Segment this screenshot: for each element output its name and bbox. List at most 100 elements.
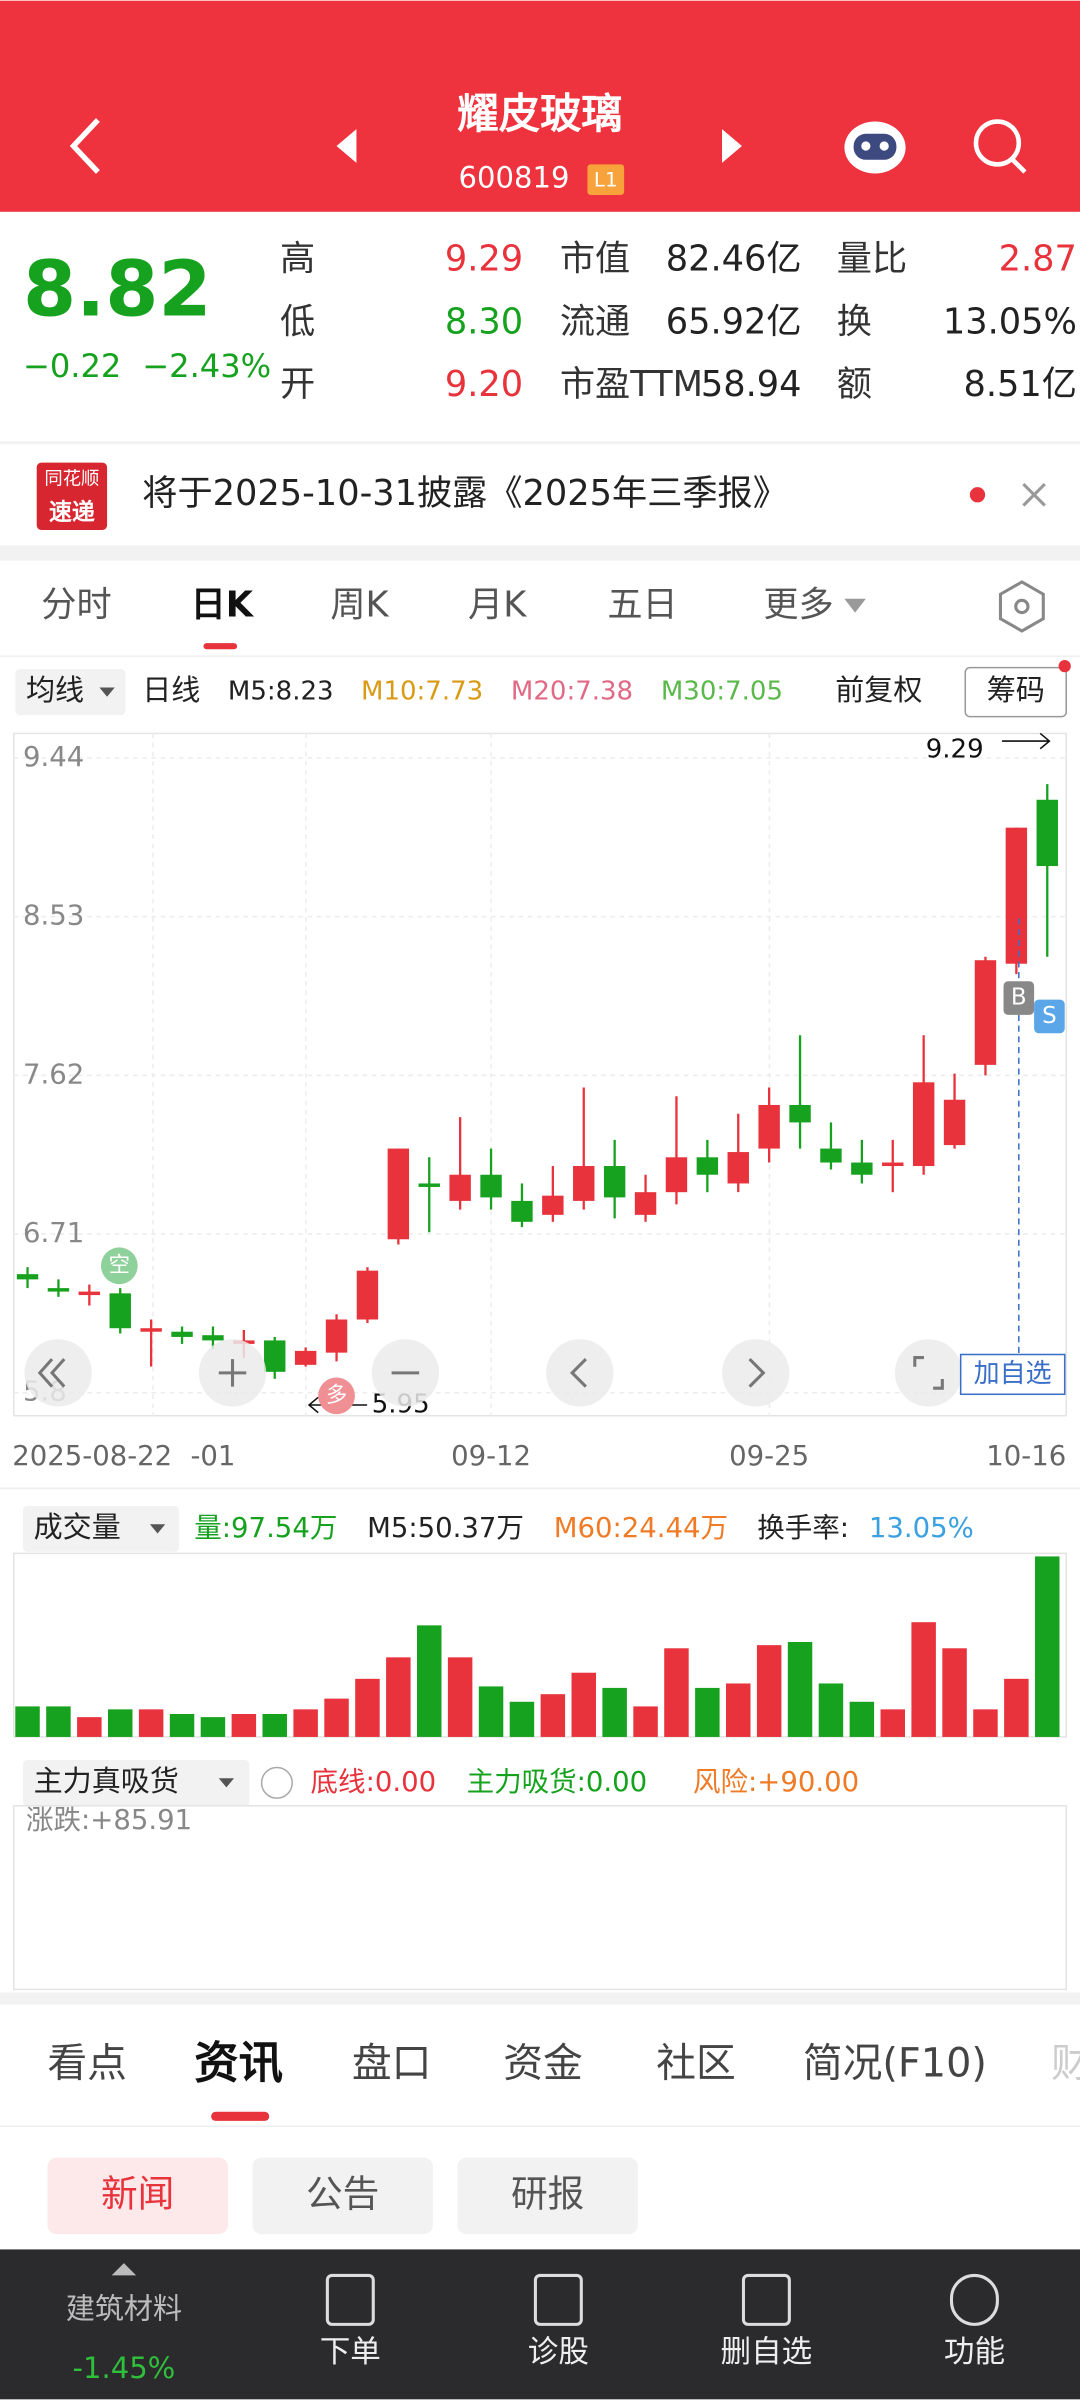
volume-selector[interactable]: 成交量	[34, 1510, 121, 1544]
info-tab[interactable]: 盘口	[352, 2040, 432, 2086]
settings-icon[interactable]	[998, 580, 1045, 633]
sub-tab[interactable]: 研报	[511, 2172, 584, 2215]
watch-bg[interactable]	[959, 1353, 1066, 1396]
item-icon[interactable]	[741, 2273, 791, 2326]
stat-value: 8.30	[445, 301, 523, 342]
stat-value: 65.92亿	[666, 301, 802, 342]
nav-button[interactable]	[722, 1339, 790, 1407]
dot	[1058, 660, 1071, 673]
candle-body	[665, 1157, 688, 1193]
info-tab[interactable]: 社区	[656, 2040, 736, 2086]
selector-bg[interactable]	[15, 669, 126, 716]
info-tab[interactable]: 资金	[503, 2040, 583, 2086]
bottom-item[interactable]: 删自选	[721, 2335, 813, 2370]
adjust[interactable]: 前复权	[835, 673, 922, 707]
volume-bar	[138, 1709, 164, 1737]
bottom-item[interactable]: 功能	[944, 2335, 1005, 2370]
bottom-item[interactable]: 下单	[320, 2335, 381, 2370]
close-notice[interactable]	[1022, 482, 1046, 507]
prev-stock[interactable]	[336, 129, 357, 163]
badge-bg	[587, 164, 625, 195]
candle-body	[1036, 799, 1058, 867]
selector-bg[interactable]	[22, 1505, 179, 1552]
volume-bar	[1004, 1678, 1029, 1737]
chart-tab[interactable]: 分时	[41, 584, 111, 625]
volume-bar	[756, 1645, 782, 1737]
help-icon[interactable]	[260, 1766, 293, 1799]
volume-bar	[509, 1701, 535, 1737]
stat-value: 2.87	[999, 239, 1077, 280]
info-tabs: 看点 资讯 盘口 资金 社区 简况(F10) 财	[47, 2038, 1080, 2089]
info-tab[interactable]: 资讯	[194, 2038, 283, 2089]
candle-body	[727, 1152, 749, 1184]
next-stock[interactable]	[722, 129, 742, 163]
candle-body	[47, 1288, 70, 1292]
candle-body	[820, 1148, 842, 1163]
dropdown-arrow	[149, 1524, 166, 1534]
item-icon[interactable]	[533, 2273, 583, 2326]
nav-button[interactable]	[546, 1339, 614, 1407]
chart-tab[interactable]: 五日	[607, 584, 677, 625]
candle-body	[294, 1350, 317, 1365]
change-pct: −2.43%	[142, 347, 271, 385]
candle-body	[78, 1291, 101, 1296]
stat-label: 市值	[560, 239, 630, 280]
y-tick-label: 6.71	[23, 1217, 84, 1249]
volume-bar	[633, 1706, 658, 1737]
indicator-selector[interactable]: 主力真吸货	[34, 1764, 179, 1798]
volume-bar	[15, 1706, 40, 1737]
header-bg	[0, 0, 1080, 212]
volume-frame	[13, 1552, 1067, 1738]
item-icon[interactable]	[949, 2273, 999, 2326]
sub-tab-bg[interactable]	[457, 2157, 638, 2235]
nav-button[interactable]	[894, 1339, 963, 1407]
candle-body	[140, 1328, 162, 1332]
sub-tab-bg[interactable]	[47, 2157, 228, 2235]
volume-bar	[973, 1709, 998, 1737]
turnover-label: 换手率:	[757, 1512, 849, 1544]
tab-indicator	[211, 2111, 270, 2121]
sub-tab-bg[interactable]	[252, 2157, 433, 2235]
volume-bar	[726, 1683, 751, 1737]
sector[interactable]: 建筑材料	[66, 2292, 182, 2326]
nav-button[interactable]	[24, 1339, 92, 1407]
volume-bar	[478, 1686, 504, 1737]
sub-tab[interactable]: 新闻	[101, 2172, 174, 2215]
chart-tab[interactable]: 周K	[330, 584, 389, 625]
stock-code: 600819	[459, 161, 570, 195]
x-tick-label: 09-25	[729, 1440, 809, 1472]
sub-tab[interactable]: 公告	[306, 2172, 379, 2215]
volume-bar	[602, 1687, 627, 1737]
bottom-item[interactable]: 诊股	[528, 2335, 589, 2370]
info-tab[interactable]: 简况(F10)	[803, 2040, 987, 2086]
selector-bg[interactable]	[22, 1759, 250, 1806]
add-watch[interactable]: 加自选	[974, 1359, 1052, 1389]
chips-button[interactable]	[964, 666, 1067, 718]
info-tab[interactable]: 财	[1051, 2040, 1080, 2086]
chart-tab[interactable]: 更多	[763, 584, 833, 625]
volume-bar	[571, 1672, 596, 1737]
robot-icon[interactable]	[844, 121, 906, 174]
nav-icons	[37, 1356, 944, 1390]
chips[interactable]: 筹码	[987, 673, 1045, 707]
volume-bar	[818, 1683, 844, 1737]
dropdown-arrow	[218, 1778, 235, 1788]
search-icon[interactable]	[973, 119, 1027, 174]
ma-selector[interactable]: 均线	[26, 673, 84, 707]
volume-bar	[540, 1694, 566, 1737]
back-button[interactable]	[69, 118, 100, 174]
candle-body	[696, 1157, 719, 1175]
volume-bar	[169, 1713, 195, 1737]
volume-bars	[15, 1556, 1060, 1737]
dropdown-arrow	[99, 687, 115, 697]
item-icon[interactable]	[325, 2273, 375, 2326]
stat-value: 82.46亿	[666, 239, 802, 280]
notice-text[interactable]: 将于2025-10-31披露《2025年三季报》	[142, 473, 788, 514]
chart-tab[interactable]: 日K	[191, 584, 255, 625]
info-tab[interactable]: 看点	[47, 2040, 127, 2086]
indicator-absorb: 主力吸货:0.00	[467, 1766, 648, 1798]
change: −0.22	[23, 347, 121, 385]
indicator-base: 底线:0.00	[311, 1766, 437, 1798]
chart-tab[interactable]: 月K	[468, 584, 527, 625]
